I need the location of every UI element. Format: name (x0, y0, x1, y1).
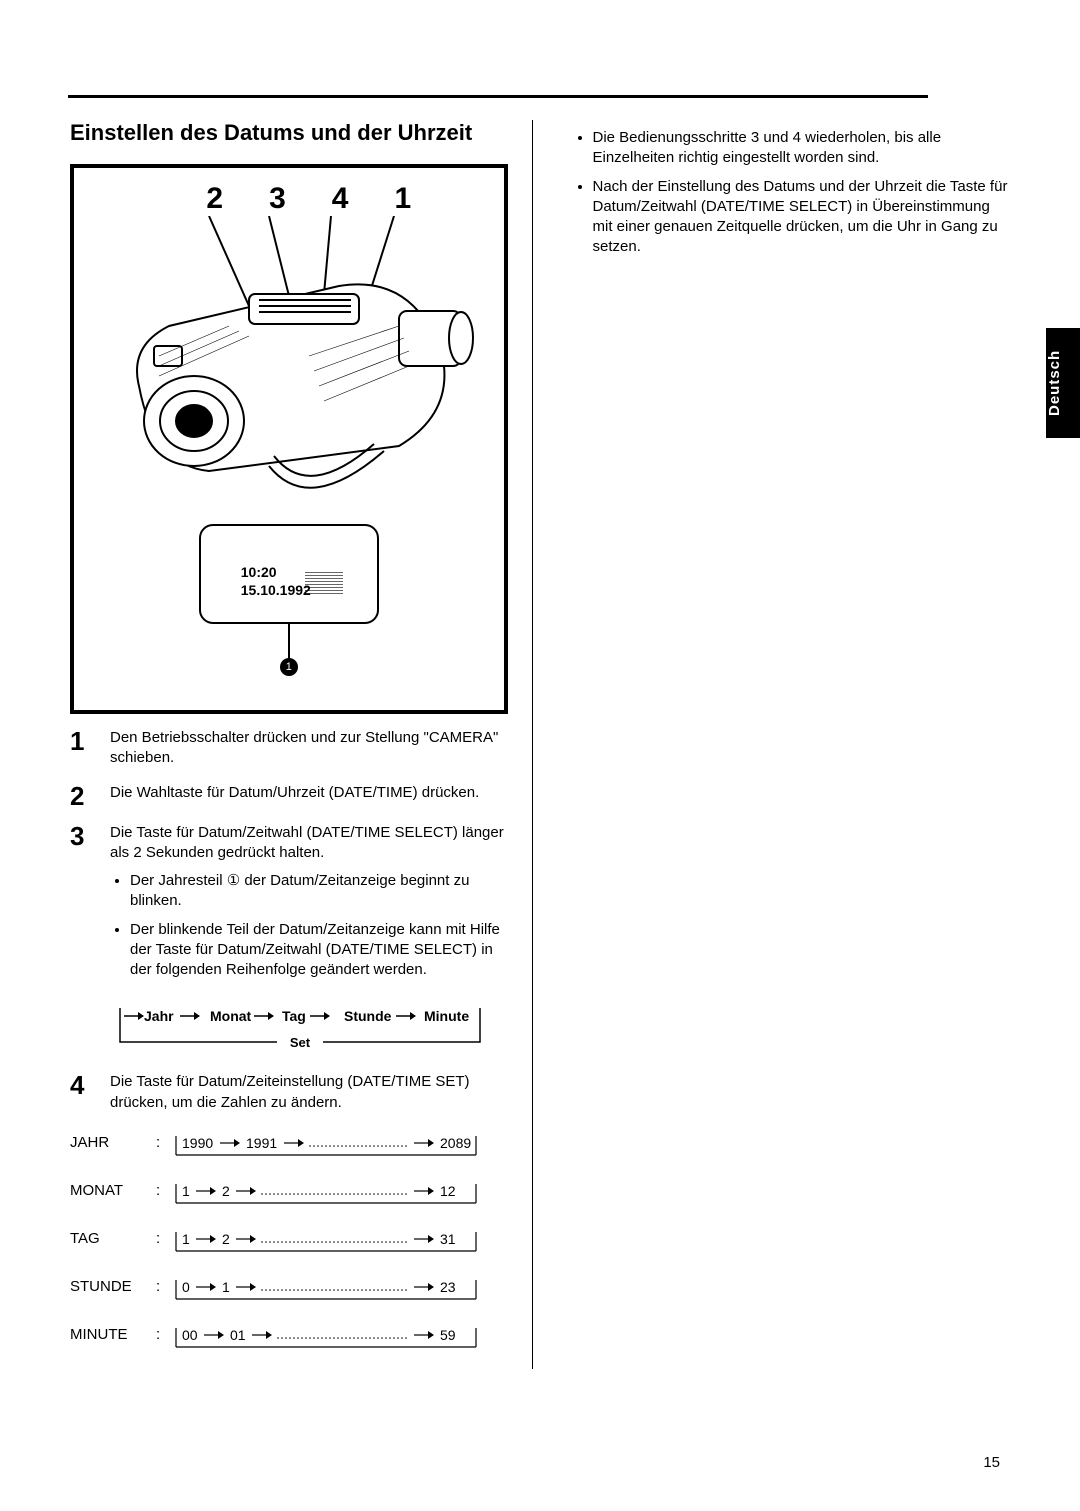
figure-label-2: 2 (206, 182, 223, 216)
figure-box: 2 3 4 1 (70, 164, 508, 714)
sequence-box: Jahr Monat Tag Stunde Minute Set (110, 1002, 508, 1058)
language-tab: Deutsch (1046, 328, 1080, 438)
range-label: JAHR (70, 1134, 156, 1151)
svg-text:Minute: Minute (424, 1008, 469, 1024)
top-rule (68, 95, 928, 98)
step-1: 1 Den Betriebsschalter drücken und zur S… (70, 728, 508, 769)
colon: : (156, 1278, 170, 1295)
page-number: 15 (983, 1454, 1000, 1471)
svg-text:Jahr: Jahr (144, 1008, 174, 1024)
range-row: MONAT:1212 (70, 1177, 508, 1205)
svg-text:12: 12 (440, 1183, 456, 1199)
step-text: Die Wahltaste für Datum/Uhrzeit (DATE/TI… (110, 783, 508, 809)
range-diagram: 1 2 31 (170, 1225, 480, 1253)
sequence-diagram: Jahr Monat Tag Stunde Minute Set (110, 1002, 490, 1058)
pointer-line (288, 624, 290, 660)
range-diagram: 1212 (170, 1177, 480, 1205)
camcorder-illustration (99, 216, 479, 516)
svg-text:2: 2 (222, 1231, 230, 1247)
list-item: Nach der Einstellung des Datums und der … (593, 177, 1011, 258)
step-number: 4 (70, 1072, 94, 1113)
right-column: Die Bedienungsschritte 3 und 4 wiederhol… (563, 120, 1011, 1369)
colon: : (156, 1134, 170, 1151)
step-2: 2 Die Wahltaste für Datum/Uhrzeit (DATE/… (70, 783, 508, 809)
list-item: Der blinkende Teil der Datum/Zeitanzeige… (130, 920, 508, 981)
range-row: TAG:1 2 31 (70, 1225, 508, 1253)
lcd-date: 15.10.1992 (241, 582, 311, 598)
list-item: Der Jahresteil ① der Datum/Zeitanzeige b… (130, 871, 508, 912)
svg-text:1: 1 (182, 1183, 190, 1199)
range-diagram: 0 1 23 (170, 1273, 480, 1301)
range-label: TAG (70, 1230, 156, 1247)
range-label: STUNDE (70, 1278, 156, 1295)
range-row: JAHR:1990 1991 2089 (70, 1129, 508, 1157)
svg-text:23: 23 (440, 1279, 456, 1295)
range-diagram: 00 01 59 (170, 1321, 480, 1349)
svg-text:31: 31 (440, 1231, 456, 1247)
list-item: Die Bedienungsschritte 3 und 4 wiederhol… (593, 128, 1011, 169)
step-number: 2 (70, 783, 94, 809)
svg-text:2: 2 (222, 1183, 230, 1199)
range-row: STUNDE:0 1 23 (70, 1273, 508, 1301)
step-4: 4 Die Taste für Datum/Zeiteinstellung (D… (70, 1072, 508, 1113)
lcd-time: 10:20 (241, 564, 277, 580)
svg-text:1: 1 (182, 1231, 190, 1247)
svg-text:1991: 1991 (246, 1135, 277, 1151)
range-diagram: 1990 1991 2089 (170, 1129, 480, 1157)
svg-text:2089: 2089 (440, 1135, 471, 1151)
lcd-blink-hatch (305, 570, 343, 594)
svg-text:Monat: Monat (210, 1008, 252, 1024)
svg-text:01: 01 (230, 1327, 246, 1343)
left-column: Einstellen des Datums und der Uhrzeit 2 … (70, 120, 533, 1369)
lcd-screen: 10:20 15.10.1992 (199, 524, 379, 624)
colon: : (156, 1182, 170, 1199)
step-3: 3 Die Taste für Datum/Zeitwahl (DATE/TIM… (70, 823, 508, 989)
two-column-layout: Einstellen des Datums und der Uhrzeit 2 … (70, 120, 1010, 1369)
step-number: 3 (70, 823, 94, 989)
pointer-circle-icon: 1 (280, 658, 298, 676)
svg-text:Set: Set (290, 1035, 311, 1050)
svg-text:59: 59 (440, 1327, 456, 1343)
figure-top-labels: 2 3 4 1 (90, 182, 488, 216)
step-text: Die Taste für Datum/Zeitwahl (DATE/TIME … (110, 824, 504, 861)
step-text: Den Betriebsschalter drücken und zur Ste… (110, 728, 508, 769)
colon: : (156, 1230, 170, 1247)
page-title: Einstellen des Datums und der Uhrzeit (70, 120, 508, 146)
figure-label-4: 4 (332, 182, 349, 216)
figure-label-3: 3 (269, 182, 286, 216)
svg-text:Tag: Tag (282, 1008, 306, 1024)
manual-page: Deutsch Einstellen des Datums und der Uh… (0, 0, 1080, 1511)
step-text: Die Taste für Datum/Zeiteinstellung (DAT… (110, 1072, 508, 1113)
range-list: JAHR:199019912089MONAT:1212TAG:1231STUND… (70, 1129, 508, 1349)
range-label: MONAT (70, 1182, 156, 1199)
continuation-bullets: Die Bedienungsschritte 3 und 4 wiederhol… (573, 128, 1011, 258)
step-body: Die Taste für Datum/Zeitwahl (DATE/TIME … (110, 823, 508, 989)
figure-label-1: 1 (394, 182, 411, 216)
step-3-bullets: Der Jahresteil ① der Datum/Zeitanzeige b… (110, 871, 508, 980)
svg-text:Stunde: Stunde (344, 1008, 392, 1024)
svg-text:0: 0 (182, 1279, 190, 1295)
svg-text:1: 1 (222, 1279, 230, 1295)
svg-text:1990: 1990 (182, 1135, 213, 1151)
colon: : (156, 1326, 170, 1343)
range-label: MINUTE (70, 1326, 156, 1343)
step-number: 1 (70, 728, 94, 769)
svg-text:00: 00 (182, 1327, 198, 1343)
range-row: MINUTE:00 01 59 (70, 1321, 508, 1349)
